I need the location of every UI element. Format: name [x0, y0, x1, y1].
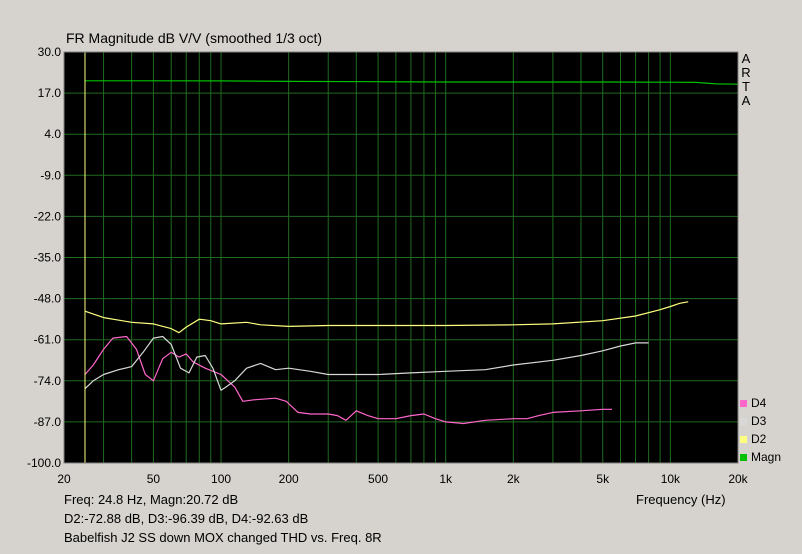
legend-item-magn[interactable]: Magn: [740, 448, 781, 466]
y-tick-label: -48.0: [34, 292, 62, 306]
x-tick-label: 20k: [728, 472, 748, 486]
legend-swatch: [740, 435, 747, 443]
brand-letter: R: [741, 65, 751, 80]
x-tick-label: 20: [57, 472, 71, 486]
legend-label: Magn: [751, 450, 782, 464]
x-tick-label: 500: [368, 472, 388, 486]
y-axis-ticks: 30.0 17.0 4.0 -9.0 -22.0 -35.0 -48.0 -61.0 -74.0…: [27, 45, 61, 470]
arta-brand-label: A R T A: [740, 52, 752, 108]
legend-label: D2: [751, 432, 767, 446]
cursor-readout-distortion: D2:-72.88 dB, D3:-96.39 dB, D4:-92.63 dB: [64, 511, 309, 526]
plot-frame: [63, 51, 739, 464]
legend-item-d4[interactable]: D4: [740, 394, 781, 412]
y-tick-label: -87.0: [34, 415, 62, 429]
grid: [64, 52, 738, 463]
x-axis-ticks: 20 50 100 200 500 1k 2k 5k 10k 20k: [57, 472, 748, 486]
legend-label: D3: [751, 414, 767, 428]
y-tick-label: -61.0: [34, 333, 62, 347]
y-tick-label: -100.0: [27, 456, 61, 470]
x-tick-label: 1k: [439, 472, 453, 486]
y-tick-label: -9.0: [40, 168, 61, 182]
brand-letter: T: [742, 79, 750, 94]
measurement-caption: Babelfish J2 SS down MOX changed THD vs.…: [64, 530, 382, 545]
cursor-readout-freq: Freq: 24.8 Hz, Magn:20.72 dB: [64, 492, 239, 507]
series-line-d3: [84, 335, 649, 391]
legend: D4 D3 D2 Magn: [740, 394, 781, 466]
x-tick-label: 10k: [661, 472, 681, 486]
series-line-d4: [84, 335, 612, 425]
series-layer: [84, 80, 739, 425]
legend-swatch: [740, 417, 747, 425]
y-tick-label: -35.0: [34, 251, 62, 265]
series-line-d2: [84, 301, 689, 334]
series-line-magn: [85, 80, 739, 85]
chart-title: FR Magnitude dB V/V (smoothed 1/3 oct): [66, 30, 323, 46]
legend-item-d3[interactable]: D3: [740, 412, 781, 430]
y-tick-label: 4.0: [44, 127, 61, 141]
y-tick-label: 17.0: [38, 86, 62, 100]
y-tick-label: -74.0: [34, 374, 62, 388]
brand-letter: A: [741, 93, 751, 108]
y-tick-label: 30.0: [38, 45, 62, 59]
legend-swatch: [740, 453, 747, 461]
x-tick-label: 200: [279, 472, 299, 486]
y-tick-label: -22.0: [34, 209, 62, 223]
x-tick-label: 5k: [596, 472, 610, 486]
x-tick-label: 2k: [507, 472, 521, 486]
x-tick-label: 50: [147, 472, 161, 486]
x-axis-label: Frequency (Hz): [636, 492, 726, 507]
x-tick-label: 100: [211, 472, 231, 486]
legend-item-d2[interactable]: D2: [740, 430, 781, 448]
legend-label: D4: [751, 396, 767, 410]
legend-swatch: [740, 399, 747, 407]
brand-letter: A: [741, 51, 751, 66]
